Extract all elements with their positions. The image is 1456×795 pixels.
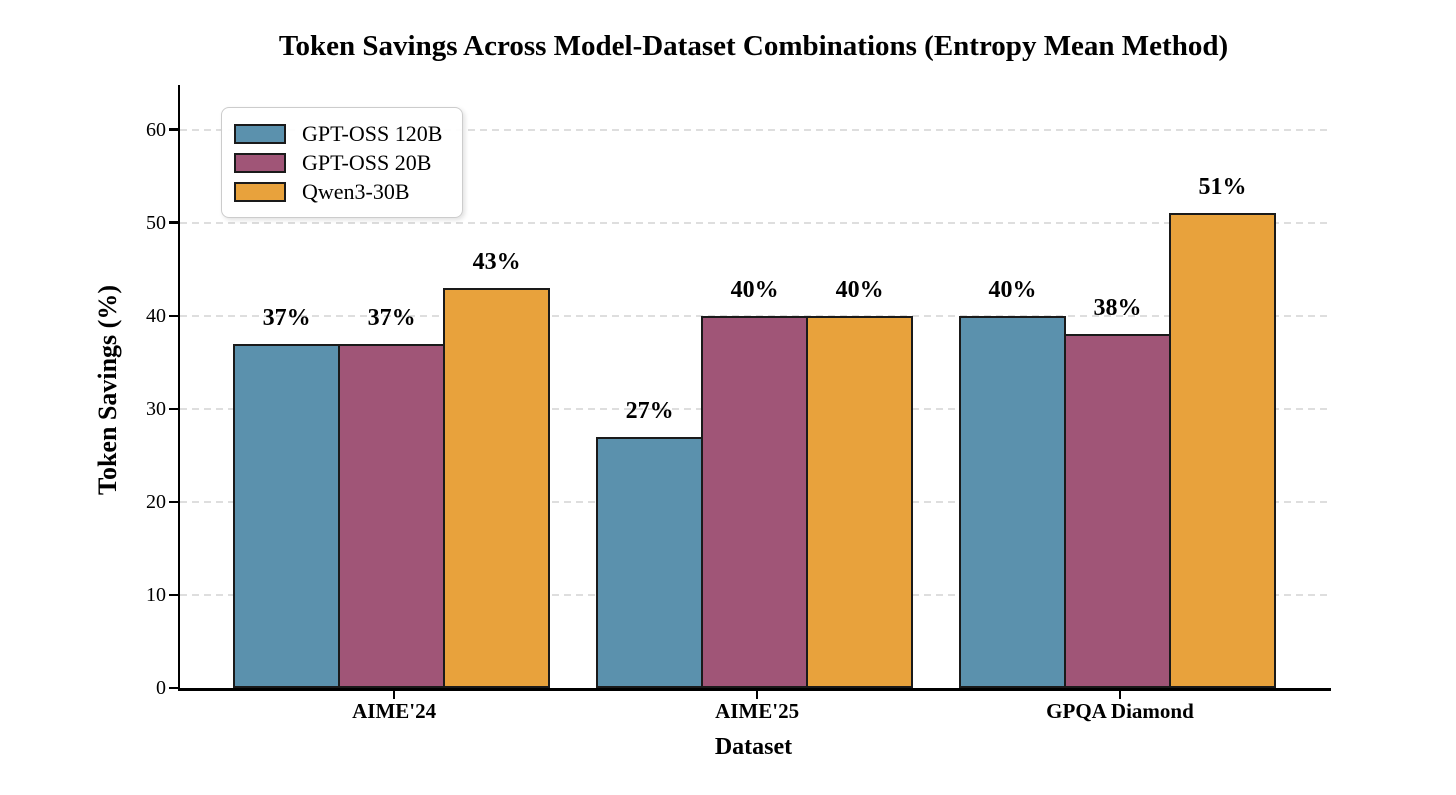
- legend: GPT-OSS 120B GPT-OSS 20B Qwen3-30B: [221, 107, 464, 218]
- x-tick-mark-2: [755, 691, 759, 699]
- y-tick-label-0: 0: [156, 677, 166, 699]
- x-tick-label-1: AIME'24: [352, 699, 437, 723]
- x-tick-mark-1: [392, 691, 396, 699]
- bar-gpt-oss-20b-2: [701, 315, 809, 688]
- x-tick-label-2: AIME'25: [715, 699, 800, 723]
- x-tick-label-3: GPQA Diamond: [1046, 699, 1194, 723]
- bar-gpt-oss-120b-3: [958, 315, 1066, 688]
- y-tick-mark-30: [169, 407, 178, 411]
- bar-value-label: 40%: [988, 276, 1037, 303]
- bar-value-label: 27%: [625, 397, 674, 424]
- bar-value-label: 40%: [835, 276, 884, 303]
- gridline-60: [179, 128, 1331, 131]
- bar-gpt-oss-20b-1: [338, 343, 446, 688]
- legend-label: Qwen3-30B: [302, 179, 410, 204]
- y-tick-label-40: 40: [146, 304, 166, 327]
- legend-swatch: [234, 181, 286, 202]
- gridline-50: [179, 221, 1331, 224]
- legend-label: GPT-OSS 20B: [302, 150, 432, 175]
- legend-label: GPT-OSS 120B: [302, 121, 443, 146]
- y-tick-label-10: 10: [146, 583, 166, 606]
- bar-value-label: 43%: [472, 248, 521, 275]
- legend-item-qwen3-30b: Qwen3-30B: [234, 180, 442, 203]
- y-tick-label-20: 20: [146, 490, 166, 513]
- y-tick-mark-50: [169, 221, 178, 224]
- y-tick-mark-0: [169, 686, 178, 690]
- bar-qwen3-30b-1: [443, 287, 551, 688]
- y-tick-mark-10: [169, 593, 178, 597]
- legend-item-gpt-oss-120b: GPT-OSS 120B: [234, 122, 442, 145]
- bar-gpt-oss-120b-2: [596, 436, 704, 688]
- legend-swatch: [234, 152, 286, 173]
- y-tick-mark-20: [169, 500, 178, 504]
- bar-qwen3-30b-3: [1168, 213, 1276, 688]
- bar-value-label: 51%: [1198, 174, 1247, 201]
- legend-swatch: [234, 123, 286, 144]
- bar-value-label: 37%: [367, 304, 416, 331]
- y-tick-label-30: 30: [146, 397, 166, 420]
- legend-item-gpt-oss-20b: GPT-OSS 20B: [234, 151, 442, 174]
- y-tick-mark-60: [169, 128, 178, 131]
- x-tick-mark-3: [1118, 691, 1122, 699]
- y-tick-label-60: 60: [146, 118, 166, 141]
- bar-value-label: 37%: [262, 304, 311, 331]
- bar-qwen3-30b-2: [806, 315, 914, 688]
- bar-value-label: 40%: [730, 276, 779, 303]
- bar-gpt-oss-20b-3: [1063, 334, 1171, 688]
- x-axis-label: Dataset: [714, 734, 793, 760]
- chart-title: Token Savings Across Model-Dataset Combi…: [278, 30, 1229, 62]
- y-tick-label-50: 50: [146, 211, 166, 234]
- bar-gpt-oss-120b-1: [233, 343, 341, 688]
- bar-value-label: 38%: [1093, 295, 1142, 322]
- y-tick-mark-40: [169, 314, 178, 318]
